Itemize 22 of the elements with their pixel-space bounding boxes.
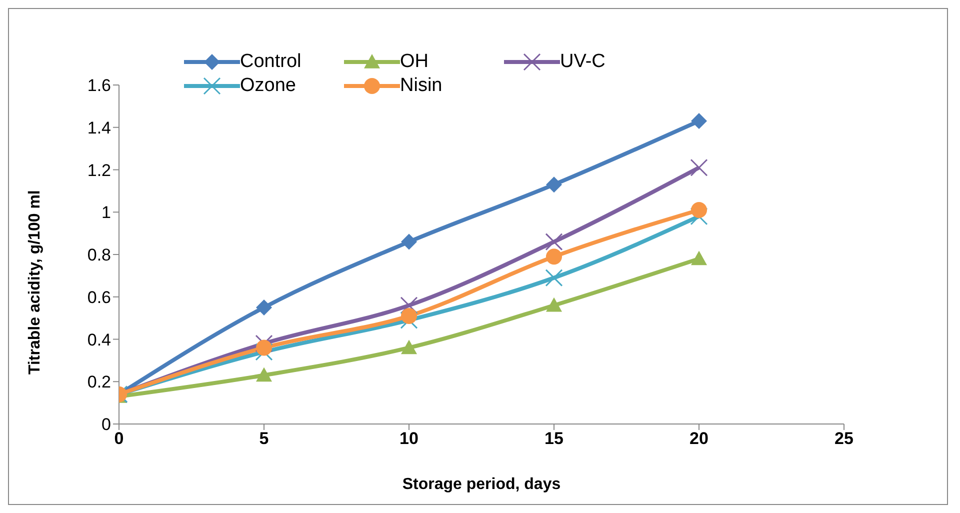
y-tick-label: 1.6	[87, 76, 111, 96]
y-tick-label: 0.2	[87, 372, 111, 392]
y-axis-title: Titrable acidity, g/100 ml	[26, 190, 44, 374]
x-tick-label: 10	[400, 429, 418, 448]
x-tick-label: 20	[690, 429, 708, 448]
y-tick-label: 0.8	[87, 246, 111, 265]
legend-label: Nisin	[400, 75, 442, 97]
legend-label: UV-C	[560, 51, 606, 73]
y-tick-label: 0.4	[87, 330, 111, 350]
y-tick-label: 1.4	[87, 118, 111, 138]
x-tick-label: 5	[259, 429, 269, 448]
y-tick-label: 0	[102, 415, 111, 434]
y-tick-label: 0.6	[87, 288, 111, 307]
x-tick-label: 15	[544, 429, 564, 448]
x-tick-label: 25	[834, 429, 854, 448]
y-tick-label: 1.2	[87, 160, 111, 180]
legend-label: Control	[240, 51, 302, 73]
legend-label: OH	[400, 51, 428, 73]
y-tick-label: 1	[102, 203, 111, 222]
x-tick-label: 0	[114, 429, 124, 448]
legend-label: Ozone	[240, 75, 296, 97]
x-axis-title: Storage period, days	[402, 476, 561, 493]
